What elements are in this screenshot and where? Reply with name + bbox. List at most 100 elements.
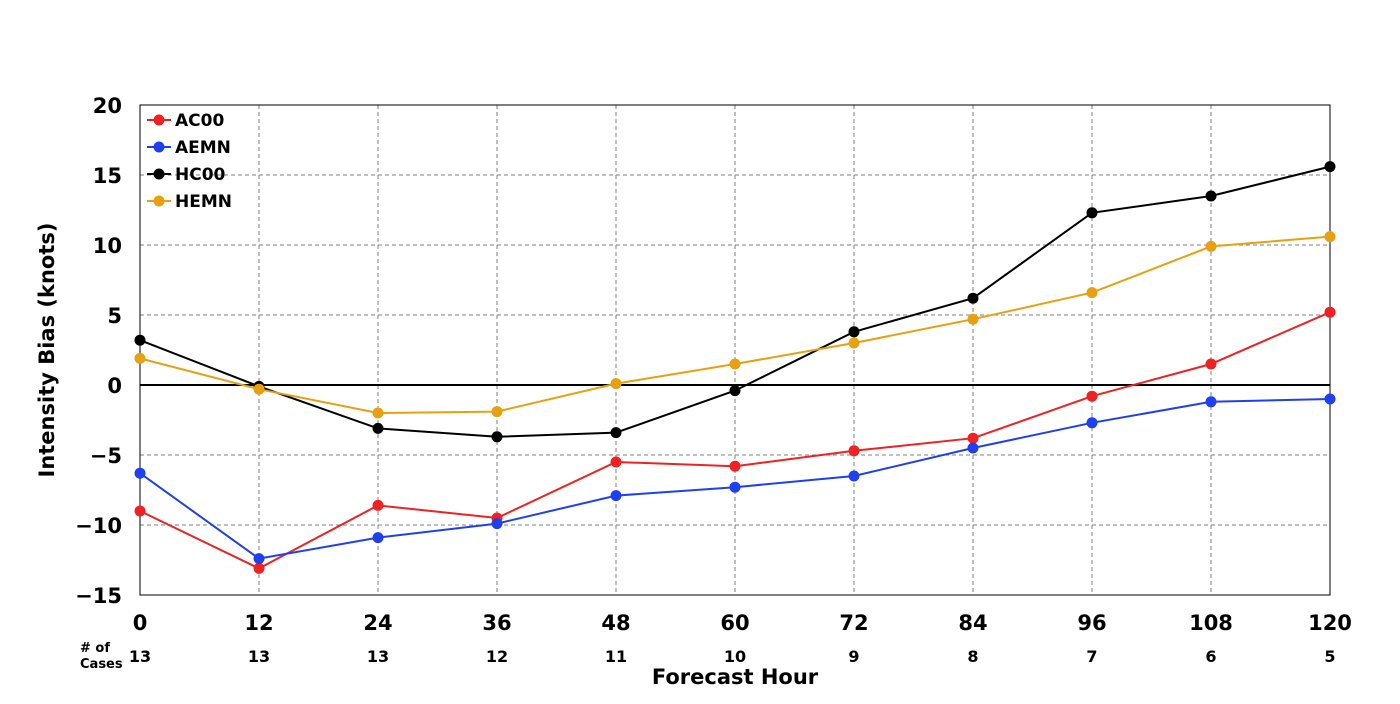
x-tick-label: 72 (839, 611, 868, 635)
data-point (491, 431, 503, 443)
data-point (967, 292, 979, 304)
data-point (729, 385, 741, 397)
y-tick-label: 5 (107, 304, 122, 328)
y-tick-label: −10 (75, 514, 122, 538)
data-point (848, 445, 860, 457)
case-count-label: 13 (367, 647, 389, 666)
x-tick-label: 24 (363, 611, 392, 635)
data-point (610, 456, 622, 468)
x-tick-label: 36 (482, 611, 511, 635)
case-count-label: 12 (486, 647, 508, 666)
data-point (134, 352, 146, 364)
data-point (372, 532, 384, 544)
y-tick-label: −5 (90, 444, 122, 468)
x-tick-label: 108 (1189, 611, 1233, 635)
case-count-label: 13 (129, 647, 151, 666)
series-aemn (134, 393, 1336, 565)
legend-label: HC00 (175, 165, 226, 185)
data-point (1086, 287, 1098, 299)
case-count-label: 11 (605, 647, 627, 666)
x-tick-label: 60 (720, 611, 749, 635)
data-point (848, 326, 860, 338)
y-tick-label: 0 (107, 374, 122, 398)
data-point (610, 427, 622, 439)
legend-marker (153, 141, 165, 153)
x-tick-label: 12 (244, 611, 273, 635)
cases-label-line1: # of (80, 641, 110, 656)
case-count-label: 6 (1205, 647, 1216, 666)
x-tick-label: 48 (601, 611, 630, 635)
data-point (1086, 417, 1098, 429)
data-point (1205, 190, 1217, 202)
data-point (610, 490, 622, 502)
y-tick-labels: −15 −10 −5 0 5 10 15 20 (75, 94, 122, 608)
data-point (1324, 161, 1336, 173)
data-point (1324, 306, 1336, 318)
data-point (1324, 231, 1336, 243)
legend-marker (153, 114, 165, 126)
data-point (967, 313, 979, 325)
data-point (372, 407, 384, 419)
y-tick-label: 15 (93, 164, 122, 188)
data-point (491, 406, 503, 418)
data-point (372, 499, 384, 511)
data-point (134, 505, 146, 517)
case-count-label: 8 (967, 647, 978, 666)
legend-item-ac00: AC00 (147, 111, 224, 131)
case-count-label: 7 (1086, 647, 1097, 666)
series-ac00 (134, 306, 1336, 574)
data-point (253, 553, 265, 565)
legend-marker (153, 195, 165, 207)
data-point (1324, 393, 1336, 405)
data-point (610, 378, 622, 390)
data-point (134, 467, 146, 479)
data-point (1205, 396, 1217, 408)
y-tick-label: 10 (93, 234, 122, 258)
x-tick-labels: 0 12 24 36 48 60 72 84 96 108 120 (133, 611, 1352, 635)
data-point (729, 460, 741, 472)
series-hemn (134, 231, 1336, 419)
y-tick-label: 20 (93, 94, 122, 118)
legend-item-hemn: HEMN (147, 192, 232, 212)
legend-item-hc00: HC00 (147, 165, 226, 185)
data-point (253, 562, 265, 574)
y-tick-label: −15 (75, 584, 122, 608)
data-point (1086, 207, 1098, 219)
x-tick-label: 120 (1308, 611, 1352, 635)
data-point (967, 442, 979, 454)
case-count-label: 9 (848, 647, 859, 666)
legend-label: AC00 (175, 111, 224, 131)
data-point (848, 337, 860, 349)
series-group (134, 161, 1336, 574)
plot-frame (139, 104, 1331, 596)
data-point (134, 334, 146, 346)
cases-row: 13 13 13 12 11 10 9 8 7 6 5 (129, 647, 1336, 666)
data-point (848, 470, 860, 482)
x-tick-label: 84 (958, 611, 987, 635)
legend-label: HEMN (175, 192, 232, 212)
data-point (491, 518, 503, 530)
series-hc00 (134, 161, 1336, 443)
data-point (372, 422, 384, 434)
legend-label: AEMN (175, 138, 231, 158)
data-point (729, 358, 741, 370)
data-point (1205, 358, 1217, 370)
x-axis-label: Forecast Hour (652, 665, 819, 689)
data-point (729, 481, 741, 493)
x-tick-label: 0 (133, 611, 148, 635)
data-point (253, 383, 265, 395)
legend-marker (153, 168, 165, 180)
data-point (1086, 390, 1098, 402)
y-axis-label: Intensity Bias (knots) (35, 223, 59, 478)
case-count-label: 10 (724, 647, 746, 666)
data-point (1205, 240, 1217, 252)
cases-label-line2: Cases (80, 657, 123, 672)
grid-lines (139, 104, 1331, 596)
x-tick-label: 96 (1077, 611, 1106, 635)
case-count-label: 13 (248, 647, 270, 666)
data-point (967, 432, 979, 444)
legend: AC00 AEMN HC00 HEMN (147, 111, 232, 212)
case-count-label: 5 (1324, 647, 1335, 666)
